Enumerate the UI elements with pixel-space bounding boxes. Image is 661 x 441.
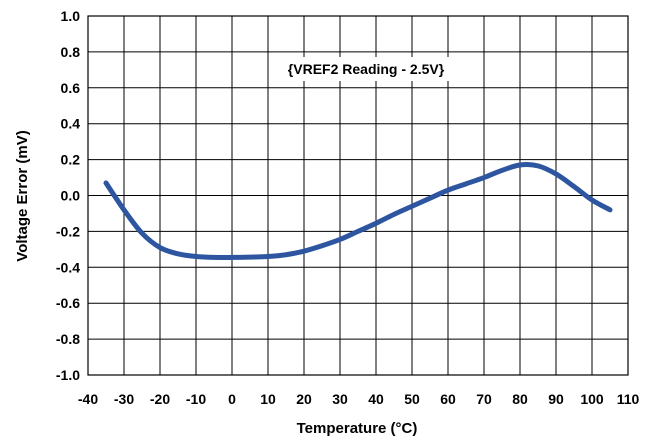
x-tick-label: -10 [186, 391, 206, 407]
y-tick-label: 0.4 [61, 116, 81, 132]
x-tick-label: -30 [114, 391, 134, 407]
x-tick-label: 70 [476, 391, 492, 407]
x-tick-label: 40 [368, 391, 384, 407]
chart-grid [87, 15, 629, 376]
x-tick-label: 100 [580, 391, 604, 407]
y-tick-label: 1.0 [61, 8, 81, 24]
x-tick-label: -20 [150, 391, 170, 407]
y-axis-ticks: 1.0 0.8 0.6 0.4 0.2 0.0 -0.2 -0.4 -0.6 -0.8 -1.0 [56, 8, 80, 383]
y-tick-label: -0.6 [56, 295, 80, 311]
y-tick-label: 0.6 [61, 80, 81, 96]
x-tick-label: 90 [548, 391, 564, 407]
series-line [103, 162, 613, 261]
x-tick-label: 80 [512, 391, 528, 407]
x-axis-title: Temperature (°C) [297, 420, 418, 437]
series-layer [103, 162, 613, 261]
y-tick-label: -0.2 [56, 223, 80, 239]
y-tick-label: -0.8 [56, 331, 80, 347]
x-tick-label: -40 [78, 391, 98, 407]
x-tick-label: 20 [296, 391, 312, 407]
y-tick-label: 0.2 [61, 152, 81, 168]
plot-area [87, 15, 629, 376]
y-tick-label: -1.0 [56, 367, 80, 383]
x-tick-label: 0 [228, 391, 236, 407]
x-axis-ticks: -40 -30 -20 -10 0 10 20 30 40 50 60 70 80 90 100 110 [78, 391, 640, 407]
x-tick-label: 50 [404, 391, 420, 407]
annotation-background [281, 57, 451, 81]
y-axis-title: Voltage Error (mV) [14, 130, 31, 261]
x-tick-label: 30 [332, 391, 348, 407]
chart-annotation: {VREF2 Reading - 2.5V} [288, 61, 445, 77]
x-tick-label: 10 [260, 391, 276, 407]
y-tick-label: -0.4 [56, 259, 80, 275]
y-tick-label: 0.8 [61, 44, 81, 60]
y-tick-label: 0.0 [61, 188, 81, 204]
x-tick-label: 60 [440, 391, 456, 407]
x-tick-label: 110 [617, 391, 640, 407]
plot-border [87, 15, 629, 376]
